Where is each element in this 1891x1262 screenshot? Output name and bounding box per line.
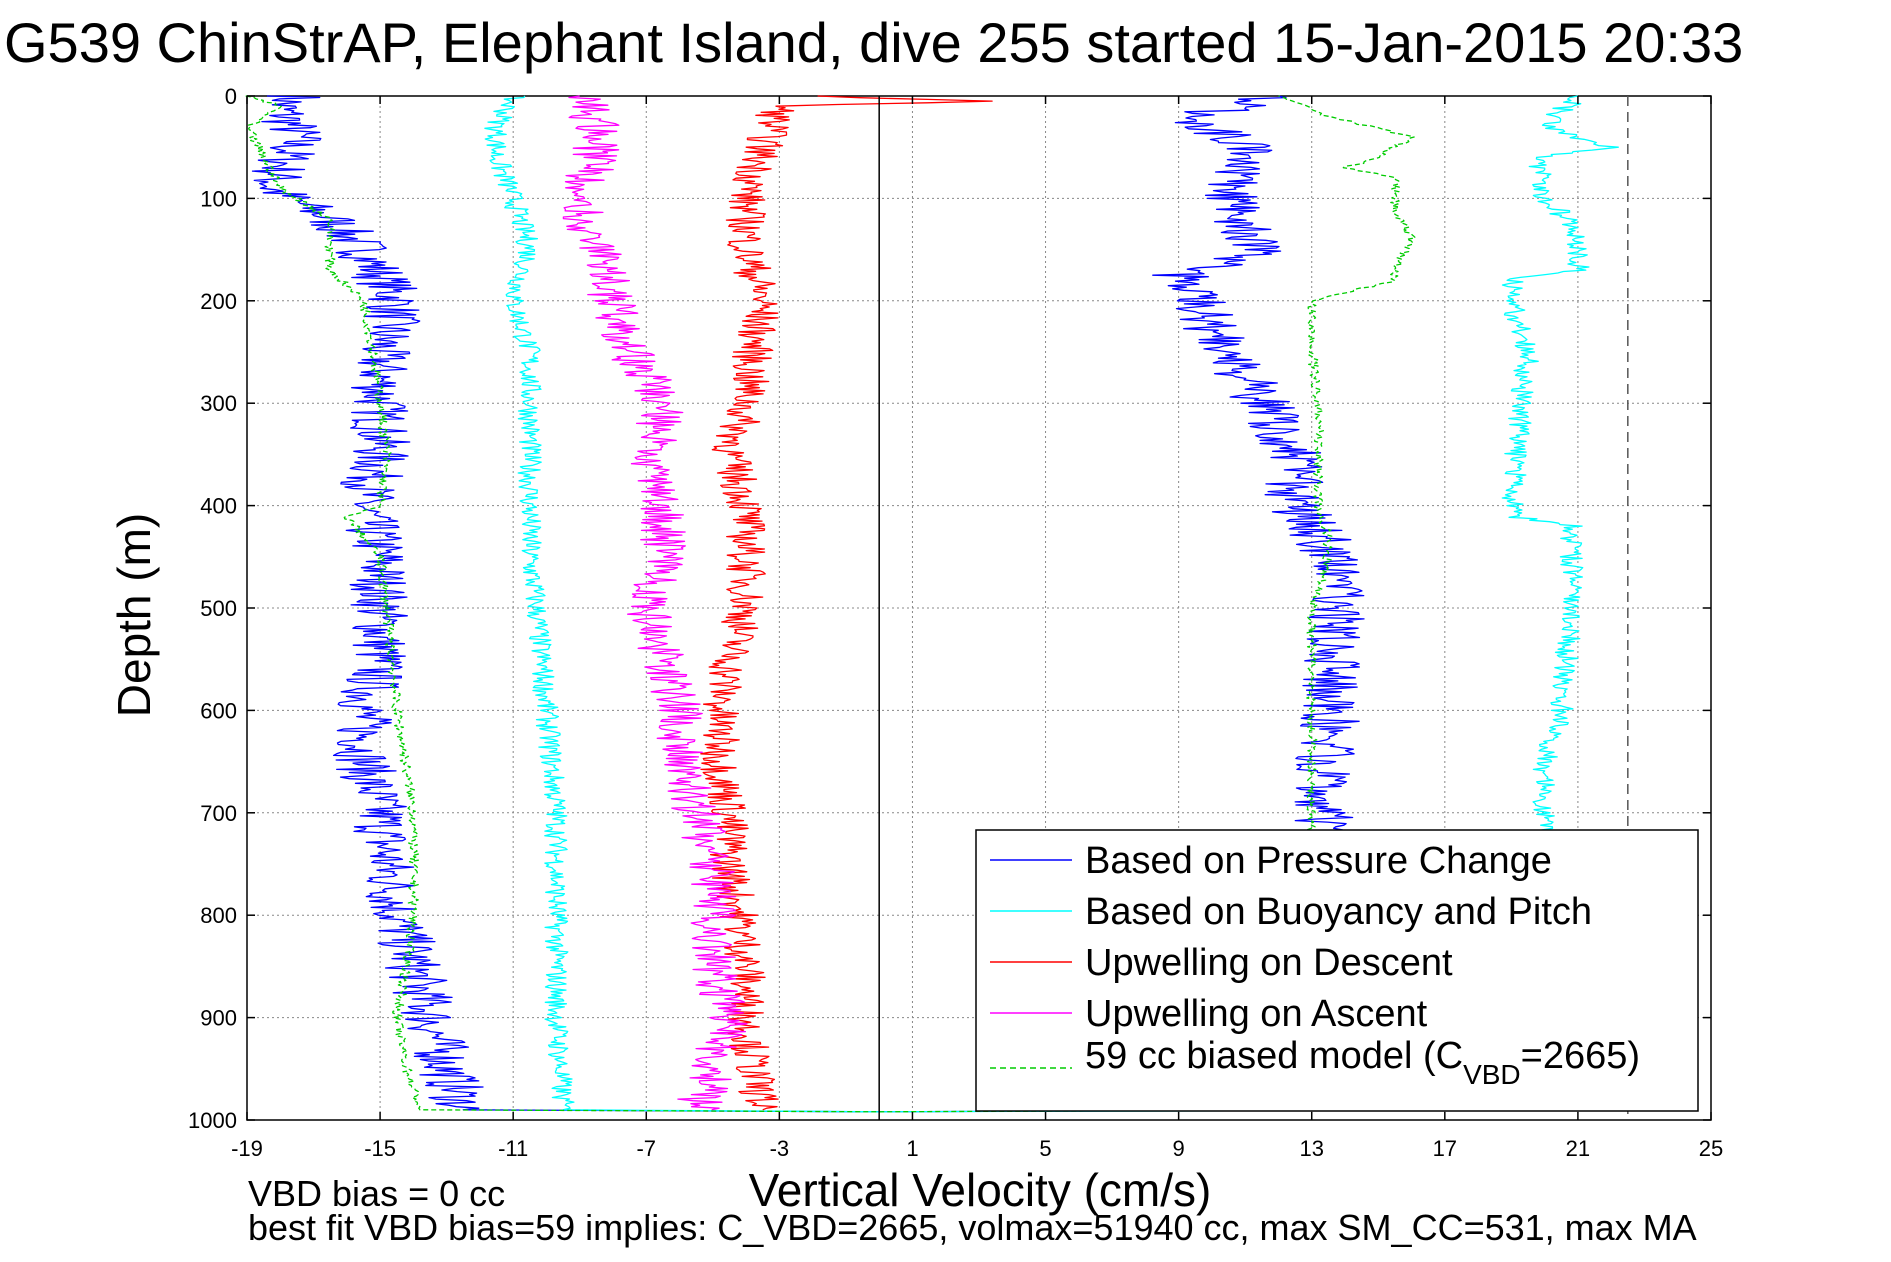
legend-label-model: 59 cc biased model (CVBD=2665)	[1085, 1035, 1640, 1090]
y-tick-label: 800	[200, 903, 237, 928]
x-tick-label: -11	[498, 1136, 528, 1161]
legend: Based on Pressure Change Based on Buoyan…	[975, 829, 1699, 1112]
legend-label-model-part2: =2665)	[1521, 1035, 1640, 1077]
legend-label-ascent: Upwelling on Ascent	[1085, 993, 1428, 1035]
series-line-4	[245, 95, 1417, 1113]
legend-label-descent: Upwelling on Descent	[1085, 942, 1453, 984]
y-tick-label: 700	[200, 801, 237, 826]
x-tick-label: -15	[364, 1136, 396, 1161]
y-tick-label: 1000	[188, 1108, 237, 1133]
axis-ticks	[246, 95, 1712, 1121]
x-tick-label: 5	[1039, 1136, 1051, 1161]
x-tick-label: 1	[906, 1136, 918, 1161]
y-tick-label: 600	[200, 698, 237, 723]
series-line-3	[562, 95, 748, 1111]
y-tick-label: 400	[200, 494, 237, 519]
x-tick-label: -7	[636, 1136, 656, 1161]
legend-label-model-part1: 59 cc biased model (C	[1085, 1035, 1463, 1077]
x-tick-label: 17	[1433, 1136, 1457, 1161]
legend-label-pressure: Based on Pressure Change	[1085, 840, 1552, 882]
y-tick-label: 900	[200, 1006, 237, 1031]
x-tick-label: 9	[1173, 1136, 1185, 1161]
y-tick-label: 200	[200, 289, 237, 314]
x-tick-label: 25	[1699, 1136, 1723, 1161]
tick-labels: -19 -15 -11 -7 -3 1 5 9 13 17 21 25 0 100 200 300 400 500…	[188, 84, 1723, 1161]
y-tick-label: 100	[200, 186, 237, 211]
x-tick-label: -3	[770, 1136, 790, 1161]
legend-label-buoyancy: Based on Buoyancy and Pitch	[1085, 891, 1592, 933]
annotation-vbd-bias: VBD bias = 0 cc	[248, 1173, 505, 1214]
annotation-best-fit: best fit VBD bias=59 implies: C_VBD=2665…	[248, 1207, 1697, 1248]
y-tick-label: 0	[225, 84, 237, 109]
series-line-2	[700, 95, 993, 1111]
y-tick-label: 500	[200, 596, 237, 621]
legend-label-model-subscript: VBD	[1463, 1059, 1521, 1090]
x-tick-label: -19	[231, 1136, 263, 1161]
chart-title: G539 ChinStrAP, Elephant Island, dive 25…	[4, 11, 1743, 74]
legend-box	[975, 829, 1699, 1112]
x-axis-label: Vertical Velocity (cm/s)	[749, 1164, 1212, 1216]
y-axis-label: Depth (m)	[108, 513, 160, 717]
y-tick-label: 300	[200, 391, 237, 416]
x-tick-label: 21	[1566, 1136, 1590, 1161]
x-tick-label: 13	[1299, 1136, 1323, 1161]
